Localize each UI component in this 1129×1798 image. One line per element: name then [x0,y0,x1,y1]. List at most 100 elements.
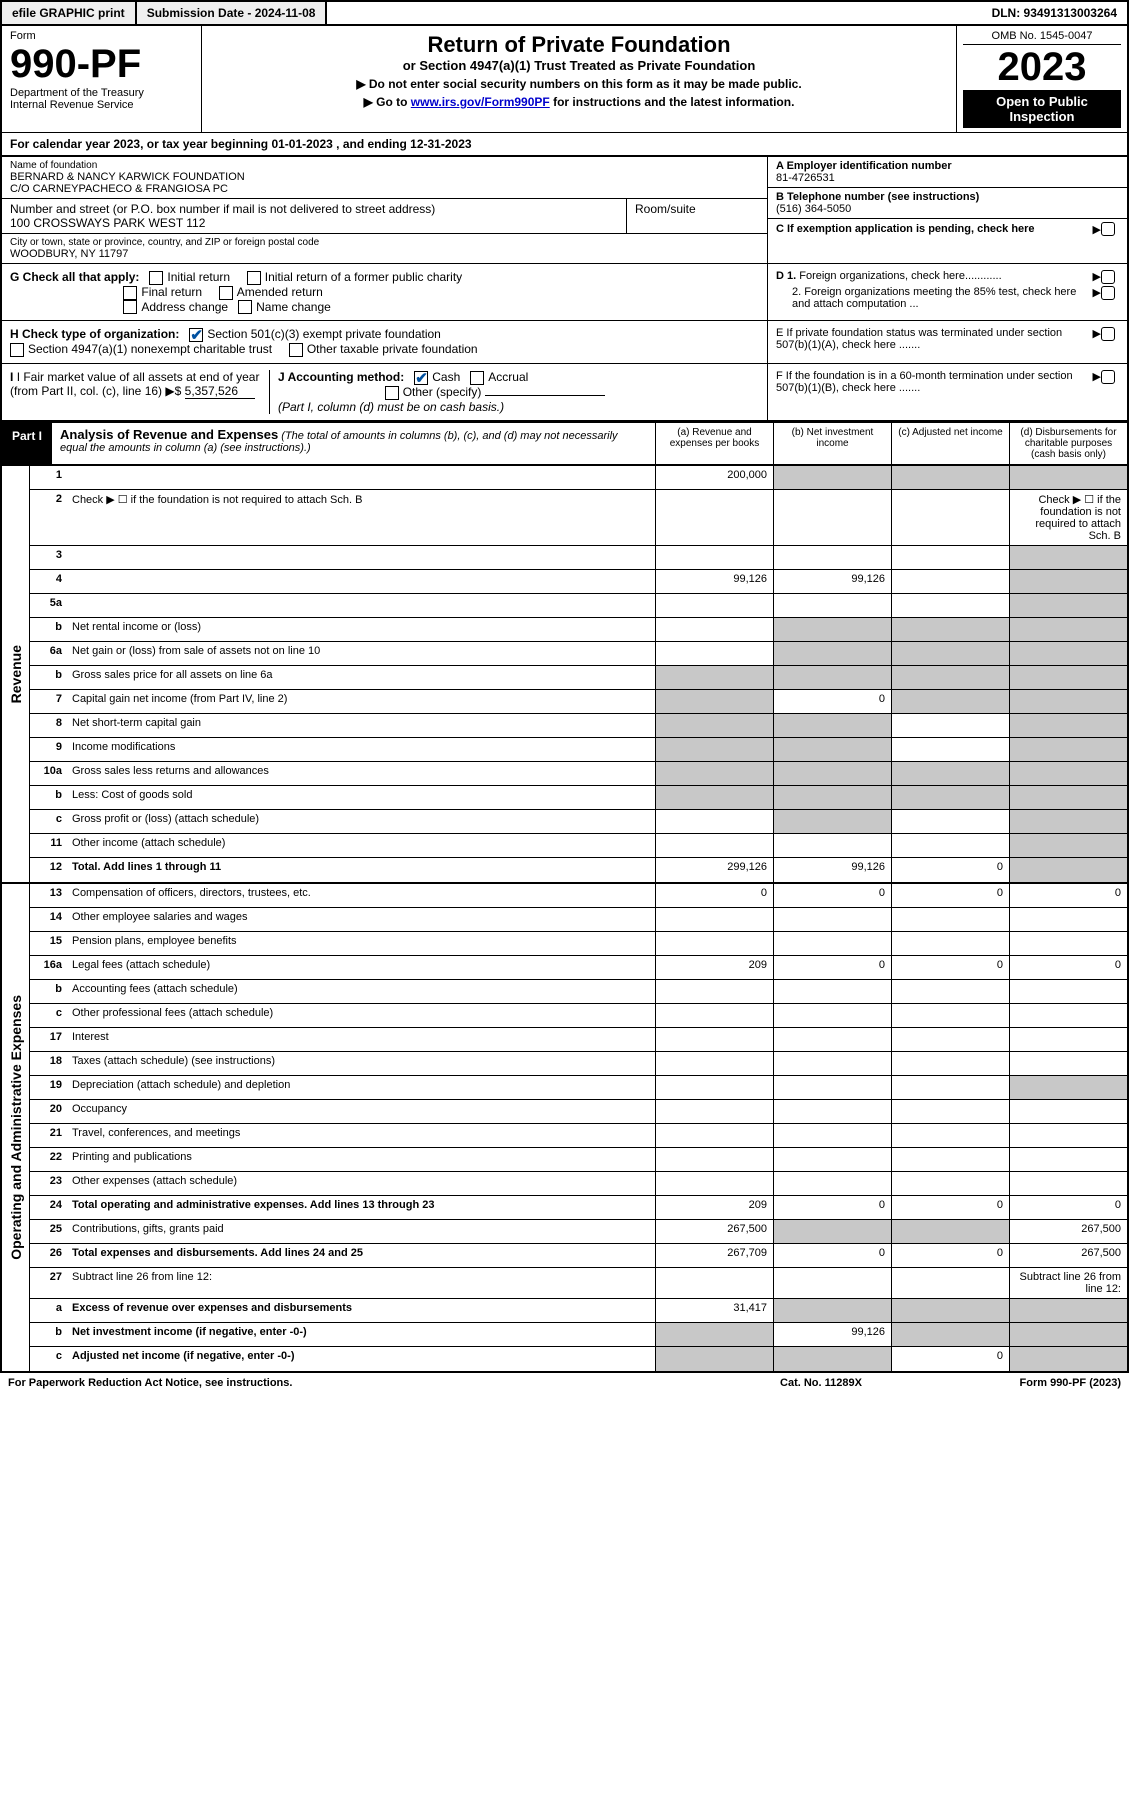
data-cell [891,786,1009,809]
data-cell [773,1268,891,1298]
data-cell [773,1100,891,1123]
foreign-org-checkbox[interactable] [1101,270,1115,284]
irs-link[interactable]: www.irs.gov/Form990PF [411,95,550,109]
data-cell [1009,1172,1127,1195]
row-number: 13 [30,884,66,907]
table-row: cGross profit or (loss) (attach schedule… [30,810,1127,834]
data-cell: 200,000 [655,466,773,489]
row-description: Check ▶ ☐ if the foundation is not requi… [66,490,655,545]
top-bar: efile GRAPHIC print Submission Date - 20… [0,0,1129,26]
data-cell [773,594,891,617]
initial-return-checkbox[interactable] [149,271,163,285]
address-change-checkbox[interactable] [123,300,137,314]
data-cell [1009,1347,1127,1371]
irs-label: Internal Revenue Service [10,99,193,111]
data-cell: 0 [655,884,773,907]
name-change-checkbox[interactable] [238,300,252,314]
data-cell [773,1124,891,1147]
row-number: 25 [30,1220,66,1243]
other-taxable-checkbox[interactable] [289,343,303,357]
row-description: Printing and publications [66,1148,655,1171]
data-cell [1009,1148,1127,1171]
data-cell: 31,417 [655,1299,773,1322]
data-cell [1009,762,1127,785]
table-row: 13Compensation of officers, directors, t… [30,884,1127,908]
phone-value: (516) 364-5050 [776,203,1119,215]
data-cell [655,1052,773,1075]
60month-checkbox[interactable] [1101,370,1115,384]
table-row: 27Subtract line 26 from line 12:Subtract… [30,1268,1127,1299]
cash-checkbox[interactable] [414,371,428,385]
exemption-checkbox[interactable] [1101,222,1115,236]
data-cell [773,834,891,857]
data-cell [891,1148,1009,1171]
row-number: 20 [30,1100,66,1123]
data-cell [773,738,891,761]
dln-label: DLN: 93491313003264 [982,2,1127,24]
table-row: bGross sales price for all assets on lin… [30,666,1127,690]
data-cell [1009,858,1127,882]
table-row: 11Other income (attach schedule) [30,834,1127,858]
efile-print-button[interactable]: efile GRAPHIC print [2,2,137,24]
row-description: Income modifications [66,738,655,761]
data-cell [891,594,1009,617]
row-number: 24 [30,1196,66,1219]
data-cell: 99,126 [773,1323,891,1346]
data-cell: 0 [773,956,891,979]
other-method-checkbox[interactable] [385,386,399,400]
data-cell: 0 [773,1196,891,1219]
accrual-checkbox[interactable] [470,371,484,385]
row-description: Net rental income or (loss) [66,618,655,641]
data-cell [891,1052,1009,1075]
data-cell: 267,500 [655,1220,773,1243]
data-cell: 0 [1009,956,1127,979]
row-description: Pension plans, employee benefits [66,932,655,955]
row-description: Gross sales price for all assets on line… [66,666,655,689]
foundation-co: C/O CARNEYPACHECO & FRANGIOSA PC [10,183,759,195]
table-row: 9Income modifications [30,738,1127,762]
data-cell [655,1100,773,1123]
table-row: 10aGross sales less returns and allowanc… [30,762,1127,786]
data-cell [891,570,1009,593]
table-row: 22Printing and publications [30,1148,1127,1172]
part1-label: Part I [2,423,52,464]
data-cell [891,666,1009,689]
data-cell [655,1172,773,1195]
row-description: Legal fees (attach schedule) [66,956,655,979]
data-cell: 0 [891,1244,1009,1267]
table-row: aExcess of revenue over expenses and dis… [30,1299,1127,1323]
header-center: Return of Private Foundation or Section … [202,26,957,132]
row-number: 10a [30,762,66,785]
data-cell [891,1268,1009,1298]
data-cell [891,690,1009,713]
data-cell [1009,1299,1127,1322]
data-cell [891,1076,1009,1099]
4947-checkbox[interactable] [10,343,24,357]
status-terminated-checkbox[interactable] [1101,327,1115,341]
data-cell: 99,126 [655,570,773,593]
amended-return-checkbox[interactable] [219,286,233,300]
part1-header-row: Part I Analysis of Revenue and Expenses … [0,422,1129,466]
row-number: 15 [30,932,66,955]
data-cell [655,908,773,931]
ein-value: 81-4726531 [776,172,1119,184]
data-cell: 99,126 [773,858,891,882]
row-description: Gross profit or (loss) (attach schedule) [66,810,655,833]
row-description: Net investment income (if negative, ente… [66,1323,655,1346]
final-return-checkbox[interactable] [123,286,137,300]
data-cell [773,1004,891,1027]
data-cell: 99,126 [773,570,891,593]
data-cell [891,834,1009,857]
row-description: Excess of revenue over expenses and disb… [66,1299,655,1322]
data-cell [655,980,773,1003]
row-description: Contributions, gifts, grants paid [66,1220,655,1243]
data-cell [655,642,773,665]
initial-former-checkbox[interactable] [247,271,261,285]
data-cell [891,810,1009,833]
501c3-checkbox[interactable] [189,328,203,342]
table-row: 17Interest [30,1028,1127,1052]
data-cell [655,594,773,617]
paperwork-notice: For Paperwork Reduction Act Notice, see … [8,1377,721,1389]
foreign-85-checkbox[interactable] [1101,286,1115,300]
row-number: 5a [30,594,66,617]
